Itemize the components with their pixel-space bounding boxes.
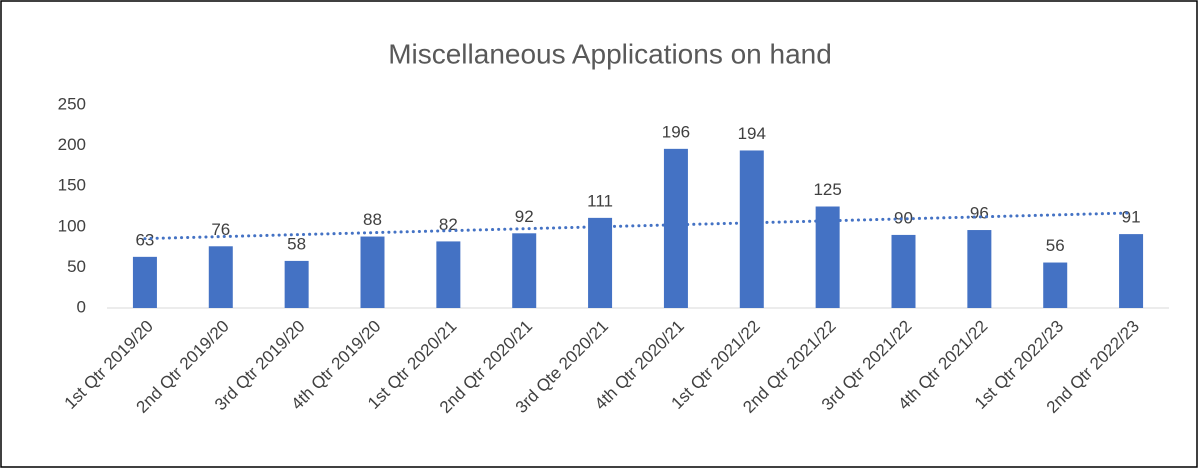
data-label: 58 [287,234,306,253]
bar [739,150,764,308]
data-label: 196 [662,122,690,141]
data-label: 194 [738,124,766,143]
y-tick-label: 50 [67,257,86,276]
data-label: 88 [363,210,382,229]
bar [208,246,233,308]
y-tick-label: 0 [77,297,86,316]
data-label: 82 [439,215,458,234]
y-tick-label: 150 [58,176,86,195]
y-tick-label: 200 [58,135,86,154]
data-label: 92 [515,207,534,226]
bar [284,260,309,308]
data-label: 96 [970,204,989,223]
bar [1043,262,1068,308]
trendline [143,211,1133,241]
y-tick-label: 100 [58,216,86,235]
bar [360,236,385,308]
data-label: 76 [211,220,230,239]
bar [891,234,916,308]
bar [436,241,461,308]
y-tick-label: 250 [58,94,86,113]
bar [1119,234,1144,308]
bar [132,256,157,308]
bar [967,230,992,308]
data-label: 56 [1046,236,1065,255]
data-label: 111 [587,191,613,210]
data-label: 90 [894,208,913,227]
bar [512,233,537,308]
bar [663,148,688,308]
bar [815,206,840,308]
data-label: 125 [813,180,841,199]
chart-title: Miscellaneous Applications on hand [388,38,832,69]
data-label: 91 [1122,208,1141,227]
bar [588,217,613,308]
